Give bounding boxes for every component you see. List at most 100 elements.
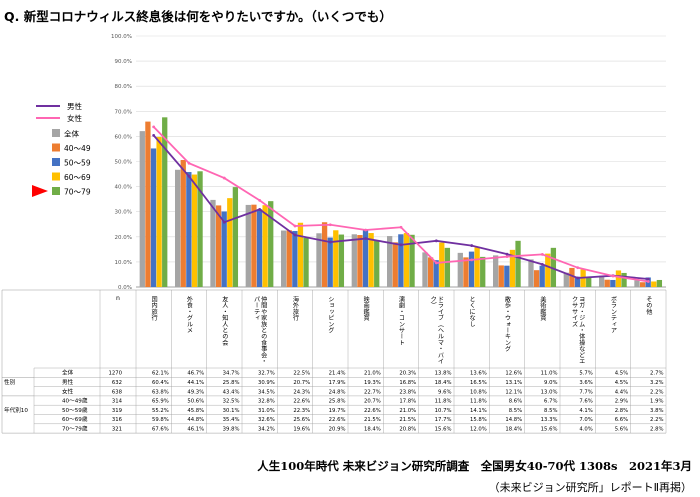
table-cell: 13.0% [541, 389, 558, 395]
bar-2 [498, 265, 504, 287]
table-cell-n: 314 [112, 399, 123, 405]
bar-2 [427, 257, 434, 287]
y-tick-label: 40.0% [115, 185, 132, 191]
report-note: （未来ビジョン研究所」レポートⅡ再掲） [488, 481, 692, 494]
line-layer [152, 125, 650, 283]
bar-1 [634, 280, 640, 287]
bar-4 [262, 205, 268, 287]
table-cell: 34.7% [223, 371, 240, 377]
table-group-label: 性別 [4, 378, 16, 386]
table-cell: 22.5% [293, 371, 310, 377]
bar-1 [493, 255, 499, 287]
table-cell: 18.4% [435, 380, 452, 386]
table-cell: 13.8% [435, 371, 452, 377]
bar-4 [403, 233, 410, 287]
bar-2 [145, 121, 151, 287]
table-header-n: n [116, 295, 120, 302]
bar-2 [463, 257, 469, 287]
table-cell: 5.6% [615, 427, 628, 433]
bar-2 [321, 222, 328, 287]
bar-4 [545, 253, 551, 287]
line-point-2 [328, 223, 332, 227]
legend-label: 70〜79 [64, 188, 91, 197]
bar-3 [504, 265, 510, 287]
legend-label: 男性 [67, 101, 82, 111]
category-label: 海外旅行 [292, 295, 299, 322]
bar-2 [569, 267, 575, 287]
table-cell: 34.5% [258, 389, 275, 395]
table-cell: 30.1% [223, 408, 240, 414]
bar-4 [439, 242, 445, 287]
table-cell: 4.4% [615, 389, 628, 395]
bar-4 [651, 281, 657, 287]
table-cell-n: 321 [112, 427, 122, 433]
category-label: ボランティア [610, 296, 617, 333]
legend-bar-swatch [52, 158, 60, 166]
table-cell: 17.8% [399, 399, 416, 405]
data-table: n 国内旅行 外食・グルメ 友人・知人との会 仲間や家族との食事会・パーティ 海外旅行 ショ… [1, 289, 667, 434]
line-point-2 [646, 280, 650, 283]
table-row-label: 全体 [62, 369, 74, 377]
table-cell: 43.4% [223, 389, 240, 395]
category-label: ク） [429, 296, 436, 308]
table-cell-n: 638 [112, 389, 123, 395]
legend-bar-swatch [52, 129, 60, 137]
bar-2 [215, 205, 222, 287]
table-cell: 2.2% [650, 389, 663, 395]
table-cell: 14.8% [505, 417, 522, 423]
y-tick-label: 80.0% [115, 84, 132, 90]
bar-1 [245, 204, 251, 287]
bar-1 [139, 131, 145, 287]
line-point-1 [258, 208, 262, 211]
table-cell: 21.0% [364, 371, 381, 377]
table-cell: 22.3% [293, 408, 310, 414]
table-cell: 34.2% [258, 427, 275, 433]
bar-3 [292, 231, 298, 287]
table-cell: 3.6% [579, 380, 592, 386]
line-point-1 [328, 240, 332, 244]
category-label: 友人・知人との会 [221, 295, 228, 346]
bar-4 [333, 230, 339, 287]
table-cell: 12.0% [470, 427, 487, 433]
table-cell: 21.4% [329, 371, 346, 377]
bar-2 [357, 235, 363, 287]
table-cell: 60.4% [152, 380, 169, 386]
bar-5 [586, 276, 592, 287]
table-cell-n: 316 [112, 417, 123, 423]
line-point-1 [646, 277, 650, 281]
legend-bar-swatch [52, 143, 60, 152]
table-cell: 44.8% [187, 417, 204, 423]
table-cell: 20.7% [364, 399, 381, 405]
line-point-2 [611, 274, 615, 278]
table-cell: 35.4% [223, 417, 240, 423]
table-cell: 11.8% [435, 399, 452, 405]
table-cell: 19.7% [329, 408, 346, 414]
bar-5 [621, 272, 627, 287]
table-group-label: 年代別10 [4, 406, 28, 414]
category-label: とくになし [468, 296, 475, 327]
table-cell: 18.4% [505, 427, 522, 433]
table-cell: 21.5% [399, 417, 416, 423]
bar-5 [268, 201, 274, 287]
table-cell: 7.0% [579, 417, 592, 423]
bar-1 [351, 234, 357, 287]
table-cell: 4.1% [579, 408, 592, 414]
bar-1 [316, 233, 322, 287]
legend-label: 全体 [64, 129, 79, 139]
table-cell: 19.3% [364, 380, 381, 386]
table-cell: 20.9% [329, 427, 346, 433]
category-label: クササイズ [571, 296, 578, 327]
bar-2 [392, 242, 398, 287]
table-cell: 20.7% [293, 380, 310, 386]
bar-3 [256, 209, 263, 287]
table-cell: 24.3% [293, 389, 310, 395]
bar-3 [574, 276, 581, 287]
line-point-2 [222, 176, 226, 180]
bar-3 [398, 234, 404, 287]
table-cell: 15.8% [470, 417, 487, 423]
table-cell: 21.5% [364, 417, 381, 423]
bar-5 [197, 171, 203, 287]
table-cell: 7.7% [579, 389, 592, 395]
table-cell: 46.1% [187, 427, 204, 433]
line-point-2 [258, 199, 262, 202]
